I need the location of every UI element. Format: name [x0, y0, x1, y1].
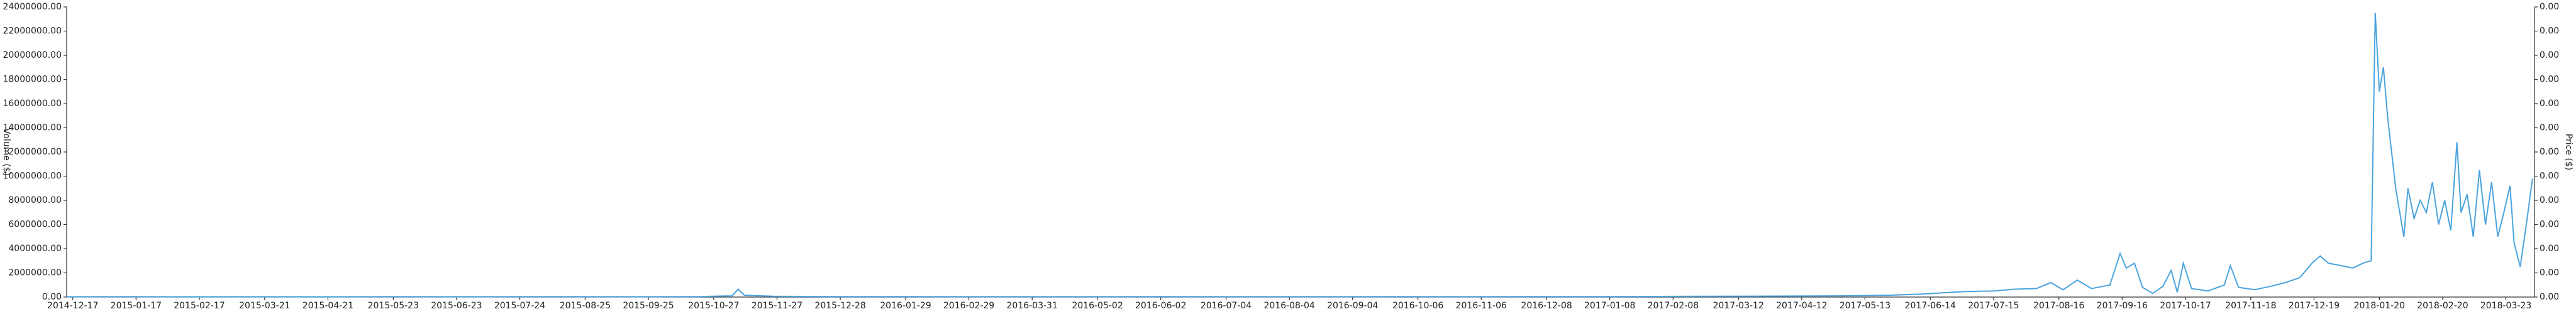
x-tick-label: 2015-07-24 — [494, 301, 545, 311]
x-tick-label: 2017-11-18 — [2225, 301, 2276, 311]
x-tick-label: 2017-04-12 — [1776, 301, 1827, 311]
y-tick-label: 22000000.00 — [3, 26, 62, 36]
y2-tick-label: 0.00 — [2540, 75, 2559, 85]
x-tick-label: 2015-05-23 — [368, 301, 419, 311]
x-tick-label: 2016-05-02 — [1072, 301, 1123, 311]
y2-tick-label: 0.00 — [2540, 123, 2559, 133]
x-tick-label: 2017-05-13 — [1840, 301, 1890, 311]
y-tick-label: 14000000.00 — [3, 123, 62, 133]
y2-tick-label: 0.00 — [2540, 220, 2559, 230]
y-tick-label: 16000000.00 — [3, 99, 62, 109]
y-tick-label: 4000000.00 — [8, 244, 62, 254]
y2-tick-label: 0.00 — [2540, 26, 2559, 36]
x-tick-label: 2015-01-17 — [111, 301, 162, 311]
x-tick-label: 2015-08-25 — [560, 301, 611, 311]
x-tick-label: 2017-07-15 — [1968, 301, 2019, 311]
x-tick-label: 2017-06-14 — [1905, 301, 1956, 311]
x-tick-label: 2016-10-06 — [1392, 301, 1443, 311]
y-tick-label: 6000000.00 — [8, 220, 62, 230]
volume-line — [66, 13, 2533, 298]
x-tick-label: 2017-10-17 — [2160, 301, 2211, 311]
y2-tick-label: 0.00 — [2540, 147, 2559, 157]
y-tick-label: 12000000.00 — [3, 147, 62, 157]
y2-tick-label: 0.00 — [2540, 195, 2559, 205]
x-tick-label: 2015-04-21 — [303, 301, 353, 311]
x-tick-label: 2016-03-31 — [1007, 301, 1058, 311]
x-tick-label: 2018-02-20 — [2417, 301, 2468, 311]
x-tick-label: 2017-03-12 — [1713, 301, 1764, 311]
y2-tick-label: 0.00 — [2540, 99, 2559, 109]
x-tick-label: 2016-11-06 — [1456, 301, 1507, 311]
y2-tick-label: 0.00 — [2540, 244, 2559, 254]
y2-tick-label: 0.00 — [2540, 268, 2559, 278]
x-tick-label: 2015-10-27 — [688, 301, 739, 311]
x-tick-label: 2016-08-04 — [1263, 301, 1314, 311]
x-tick-label: 2015-12-28 — [814, 301, 865, 311]
y-tick-label: 24000000.00 — [3, 2, 62, 12]
x-tick-label: 2017-02-08 — [1648, 301, 1699, 311]
x-tick-label: 2018-01-20 — [2354, 301, 2405, 311]
x-tick-label: 2016-02-29 — [943, 301, 994, 311]
y2-tick-label: 0.00 — [2540, 171, 2559, 181]
y2-tick-label: 0.00 — [2540, 50, 2559, 60]
x-tick-label: 2015-03-21 — [239, 301, 290, 311]
y-tick-label: 0.00 — [42, 292, 62, 302]
x-tick-label: 2015-11-27 — [752, 301, 802, 311]
x-tick-label: 2015-06-23 — [431, 301, 482, 311]
x-tick-label: 2017-12-19 — [2289, 301, 2340, 311]
x-tick-label: 2016-06-02 — [1135, 301, 1186, 311]
x-tick-label: 2015-09-25 — [623, 301, 674, 311]
x-tick-label: 2018-03-23 — [2480, 301, 2531, 311]
x-tick-label: 2017-01-08 — [1584, 301, 1635, 311]
x-tick-label: 2014-12-17 — [47, 301, 98, 311]
y-tick-label: 20000000.00 — [3, 50, 62, 60]
x-tick-label: 2017-09-16 — [2097, 301, 2148, 311]
x-tick-label: 2016-01-29 — [880, 301, 931, 311]
y-tick-label: 18000000.00 — [3, 75, 62, 85]
x-tick-label: 2016-12-08 — [1521, 301, 1572, 311]
y-tick-label: 2000000.00 — [8, 268, 62, 278]
y-tick-label: 8000000.00 — [8, 195, 62, 205]
x-tick-label: 2016-07-04 — [1201, 301, 1252, 311]
y-tick-label: 10000000.00 — [3, 171, 62, 181]
x-tick-label: 2016-09-04 — [1327, 301, 1378, 311]
x-tick-label: 2017-08-16 — [2033, 301, 2084, 311]
y2-tick-label: 0.00 — [2540, 292, 2559, 302]
y2-tick-label: 0.00 — [2540, 2, 2559, 12]
x-tick-label: 2015-02-17 — [174, 301, 225, 311]
y2-axis-label: Price ($) — [2563, 134, 2573, 170]
y-axis-label: Volume ($) — [1, 128, 11, 176]
